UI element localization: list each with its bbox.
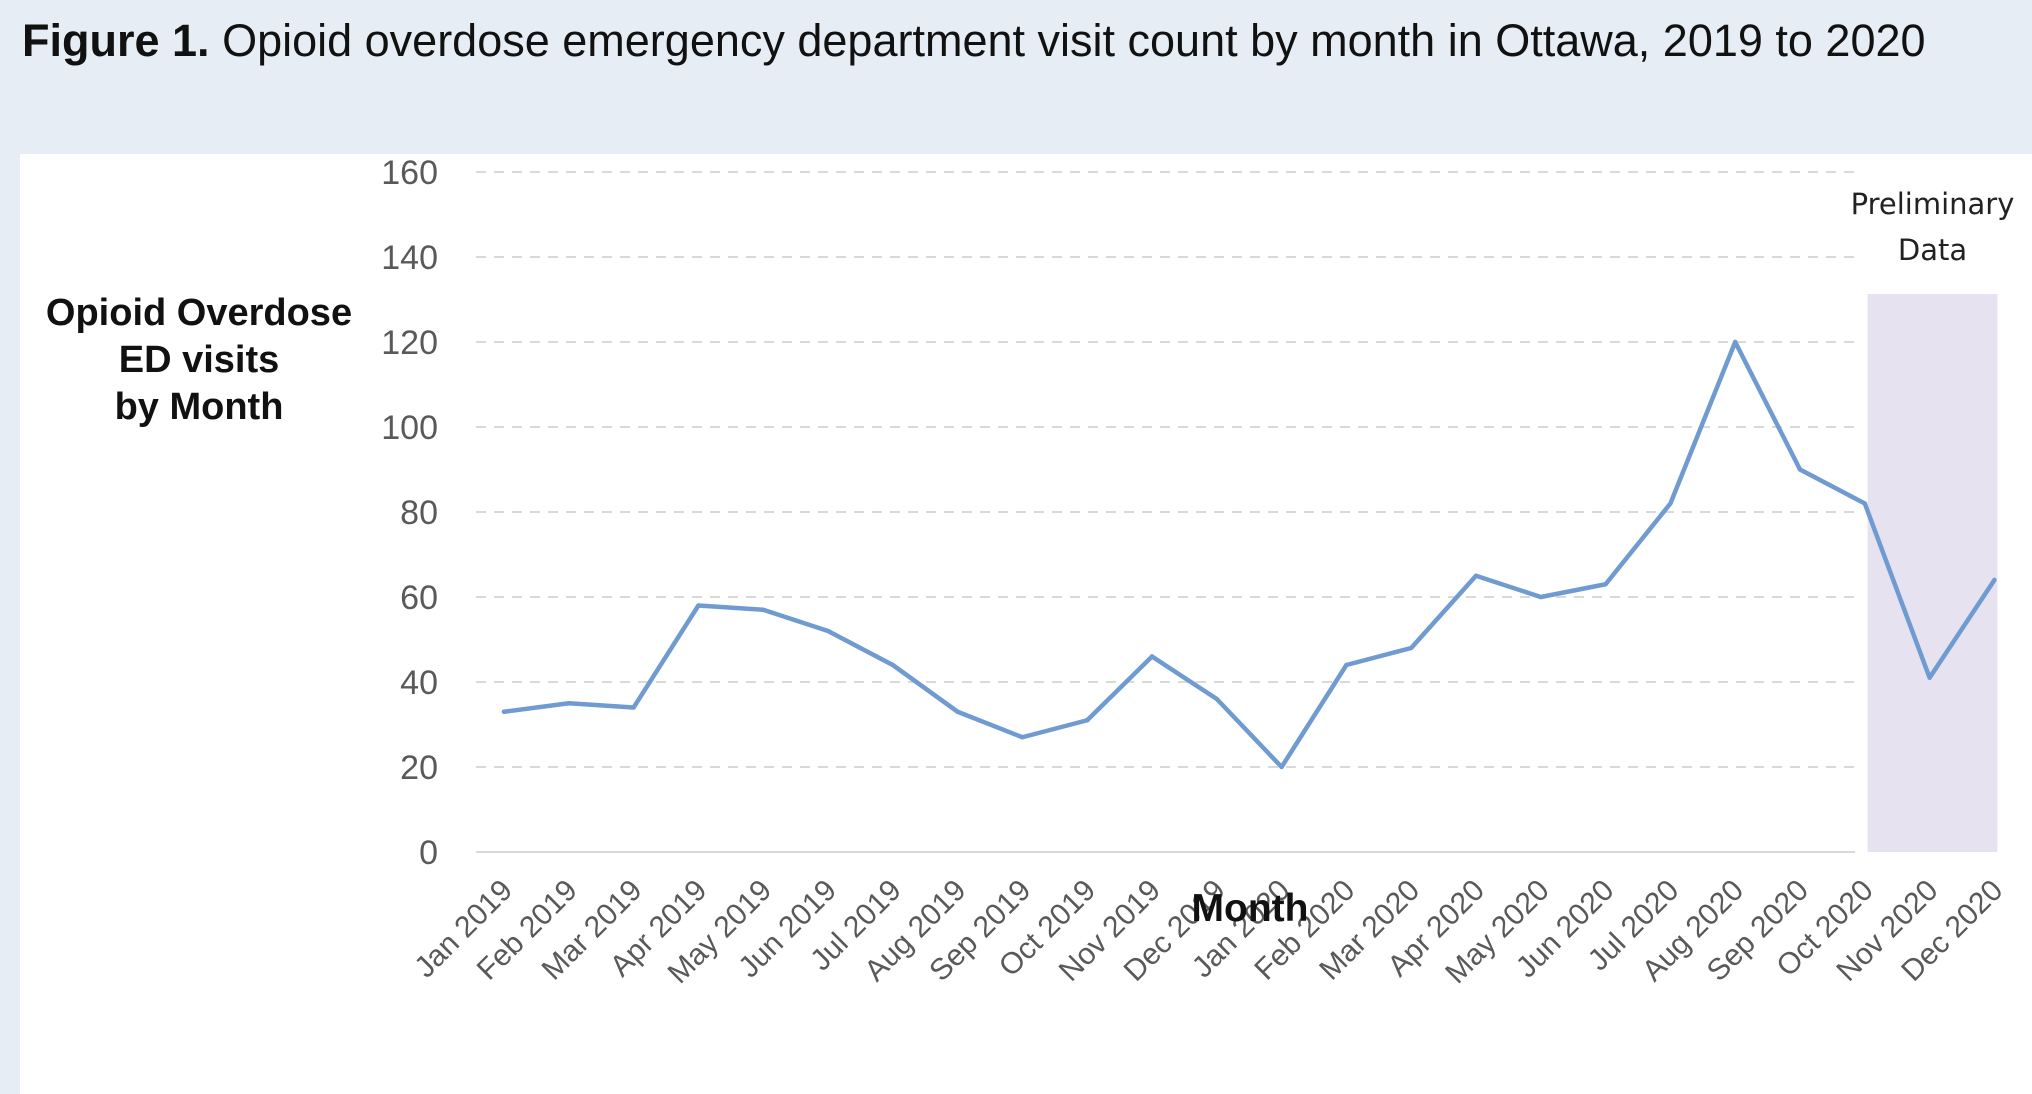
data-point [761,607,766,612]
data-point [825,628,831,634]
data-point [696,603,701,608]
data-point [1797,467,1803,472]
figure-title: Figure 1. Opioid overdose emergency depa… [22,10,2002,72]
y-axis-label-line: by Month [114,386,284,428]
data-point [1927,675,1932,680]
figure-label: Figure 1. [22,15,210,66]
y-tick-label: 20 [400,749,438,787]
data-point [1473,573,1479,578]
data-point [1733,339,1738,345]
x-axis-label: Month [1191,887,1309,930]
y-tick-label: 0 [419,834,438,872]
data-point [1344,662,1349,668]
preliminary-data-label: Data [1898,233,1967,267]
y-axis-label-line: ED visits [118,339,280,381]
y-tick-label: 40 [400,664,438,702]
data-point [955,709,960,714]
data-point [890,662,895,668]
data-point [1538,594,1544,600]
data-point [566,701,571,706]
data-point [1149,654,1155,659]
y-tick-label: 120 [381,324,438,362]
y-tick-label: 100 [381,409,438,447]
data-point [1992,577,1997,583]
y-axis-label-line: Opioid Overdose [45,292,353,334]
data-point [631,705,636,710]
data-point [1085,718,1090,723]
data-point [1214,696,1220,702]
y-axis-label: Opioid Overdose ED visits by Month [14,290,384,431]
data-point [1020,735,1025,740]
data-point [1279,764,1284,770]
data-point [1862,501,1868,506]
series-line [501,339,1997,770]
y-tick-label: 60 [400,579,438,617]
y-tick-label: 80 [400,494,438,532]
y-tick-label: 140 [381,239,438,277]
data-point [1603,582,1608,587]
preliminary-data-shade [1867,294,1998,852]
y-tick-label: 160 [381,154,438,192]
data-point [1409,645,1414,651]
preliminary-data-label: Preliminary [1851,187,2015,221]
figure-title-text: Opioid overdose emergency department vis… [222,15,1926,66]
chart-panel [20,154,2032,1094]
data-point [1668,501,1673,506]
data-point [501,709,507,714]
